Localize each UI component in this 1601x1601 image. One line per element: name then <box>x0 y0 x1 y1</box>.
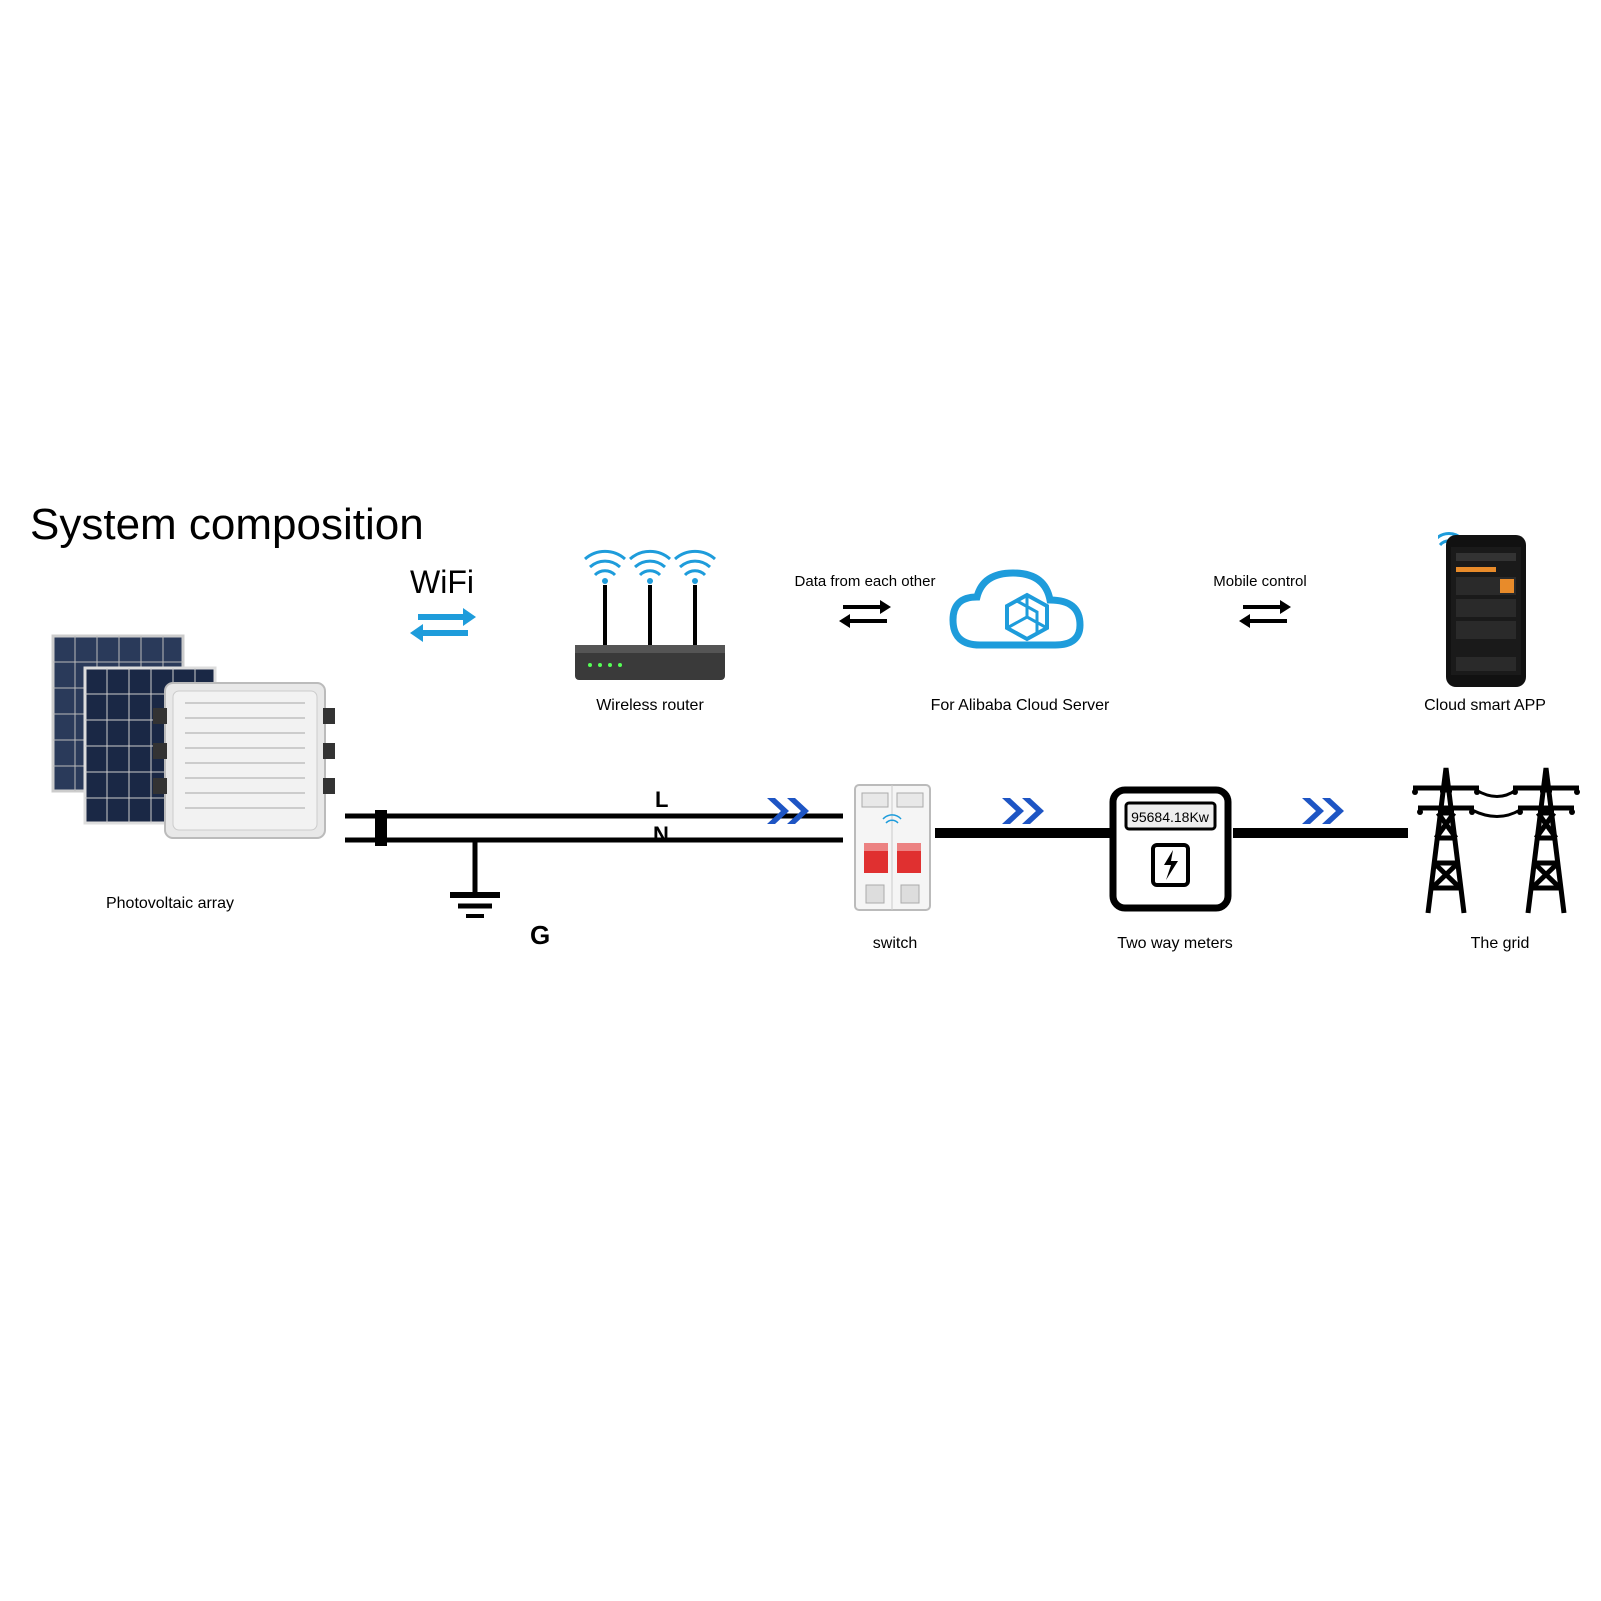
grid-icon <box>1398 748 1598 923</box>
wire-switch-meter <box>935 825 1110 841</box>
chevron-3-icon <box>1300 796 1350 826</box>
meter-label: Two way meters <box>1105 935 1245 953</box>
smartphone-icon <box>1438 527 1533 692</box>
chevron-2-icon <box>1000 796 1050 826</box>
wire-meter-grid <box>1233 825 1408 841</box>
diagram-title: System composition <box>30 500 424 550</box>
line-n-label: N <box>653 822 669 848</box>
data-exchange-arrow-icon <box>835 595 895 630</box>
data-exchange-label: Data from each other <box>780 573 950 590</box>
switch-label: switch <box>855 935 935 953</box>
wifi-label: WiFi <box>410 564 474 601</box>
pv-array-label: Photovoltaic array <box>85 895 255 913</box>
mobile-control-label: Mobile control <box>1200 573 1320 590</box>
wifi-arrow-icon <box>408 602 478 642</box>
cloud-icon <box>945 565 1090 680</box>
meter-icon: 95684.18Kw <box>1108 785 1233 915</box>
chevron-1-icon <box>765 796 815 826</box>
switch-icon <box>850 775 935 925</box>
svg-text:95684.18Kw: 95684.18Kw <box>1131 809 1210 825</box>
grid-label: The grid <box>1455 935 1545 953</box>
app-label: Cloud smart APP <box>1410 697 1560 715</box>
router-icon <box>565 545 735 690</box>
mobile-control-arrow-icon <box>1235 595 1295 630</box>
line-l-label: L <box>655 787 668 813</box>
router-label: Wireless router <box>585 697 715 715</box>
cloud-label: For Alibaba Cloud Server <box>920 697 1120 715</box>
line-g-label: G <box>530 920 550 951</box>
pv-array-icon <box>45 628 335 878</box>
